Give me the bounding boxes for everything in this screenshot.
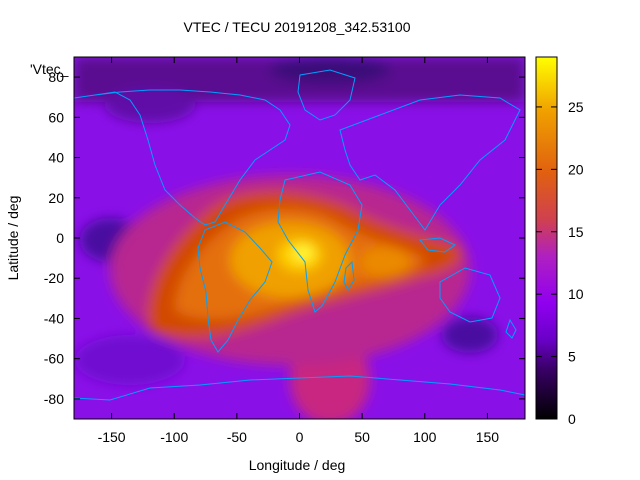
y-tick-label: 60 — [48, 109, 64, 125]
australia-coast — [439, 267, 501, 323]
eurasia-coast — [339, 94, 521, 231]
colorbar-tick-label: 5 — [568, 349, 576, 365]
x-tick-label: -150 — [98, 429, 126, 445]
y-tick-label: -20 — [44, 270, 64, 286]
y-tick-label: -80 — [44, 391, 64, 407]
x-tick-label: -100 — [160, 429, 188, 445]
colorbar — [535, 56, 558, 420]
colorbar-tick-label: 0 — [568, 411, 576, 427]
y-tick-label: -60 — [44, 351, 64, 367]
coastlines — [74, 69, 525, 401]
y-tick-label: 20 — [48, 190, 64, 206]
greenland-coast — [297, 69, 356, 121]
y-tick-label: 40 — [48, 150, 64, 166]
colorbar-ticks: 0 5 10 15 20 25 — [536, 99, 584, 427]
colorbar-tick-label: 10 — [568, 286, 584, 302]
africa-coast — [277, 171, 363, 313]
australia-dark-patch — [442, 317, 498, 353]
colorbar-tick-label: 25 — [568, 99, 584, 115]
x-axis-label: Longitude / deg — [249, 457, 346, 473]
south-america-coast — [197, 221, 273, 353]
y-tick-label: -40 — [44, 310, 64, 326]
x-tick-label: 150 — [476, 429, 500, 445]
y-axis-label: Latitude / deg — [5, 196, 21, 281]
x-tick-label: 50 — [354, 429, 370, 445]
colorbar-tick-label: 15 — [568, 224, 584, 240]
indonesia-coast — [419, 237, 456, 253]
new-zealand-coast — [505, 318, 517, 339]
y-tick-label: 0 — [56, 230, 64, 246]
north-pacific-dark-patch — [105, 87, 195, 123]
legend-entry: 'Vtec_ — [30, 61, 69, 77]
north-america-coast — [74, 89, 291, 226]
anomaly-peak — [294, 246, 312, 260]
antarctica-coast — [74, 375, 525, 401]
x-axis: -150 -100 -50 0 50 100 150 — [98, 57, 500, 445]
heatmap-area — [74, 57, 525, 419]
south-pacific-dark-patch — [75, 335, 185, 385]
y-axis: -80 -60 -40 -20 0 20 40 60 80 — [44, 69, 525, 407]
east-lobe — [360, 247, 410, 277]
x-tick-label: -50 — [227, 429, 247, 445]
chart-title: VTEC / TECU 20191208_342.53100 — [183, 19, 410, 35]
colorbar-tick-label: 20 — [568, 161, 584, 177]
x-tick-label: 100 — [413, 429, 437, 445]
y-tick-label: 80 — [48, 69, 64, 85]
madagascar-coast — [343, 260, 355, 292]
x-tick-label: 0 — [296, 429, 304, 445]
